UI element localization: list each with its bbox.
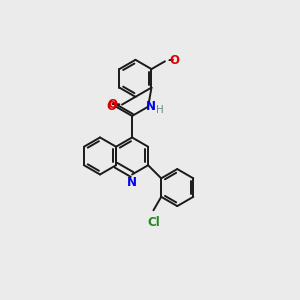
Text: O: O xyxy=(108,98,118,111)
Text: N: N xyxy=(146,100,156,113)
Text: O: O xyxy=(106,100,116,112)
Text: O: O xyxy=(169,54,179,67)
Text: Cl: Cl xyxy=(147,216,160,229)
Text: H: H xyxy=(156,105,163,115)
Text: N: N xyxy=(127,176,137,189)
